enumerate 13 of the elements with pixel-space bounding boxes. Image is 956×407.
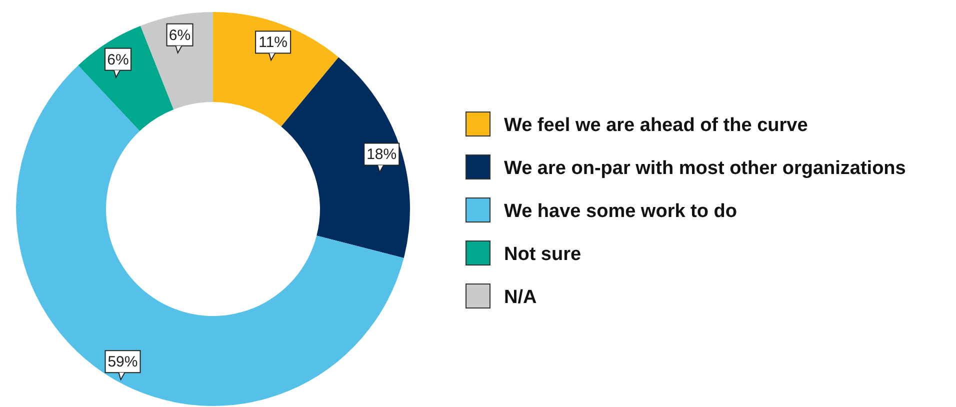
legend-label: We have some work to do — [504, 201, 737, 222]
data-label: 59% — [108, 354, 138, 371]
data-label: 18% — [366, 146, 397, 164]
data-label: 6% — [107, 51, 129, 68]
data-label: 11% — [258, 34, 288, 52]
data-label: 6% — [168, 26, 191, 44]
donut-slice — [281, 57, 410, 258]
legend-label: Not sure — [504, 244, 582, 265]
legend-label: We feel we are ahead of the curve — [504, 115, 808, 136]
donut-slice — [213, 12, 339, 127]
legend-label: N/A — [504, 287, 537, 308]
donut-slice — [16, 65, 404, 406]
legend-label: We are on-par with most other organizations — [504, 158, 906, 179]
